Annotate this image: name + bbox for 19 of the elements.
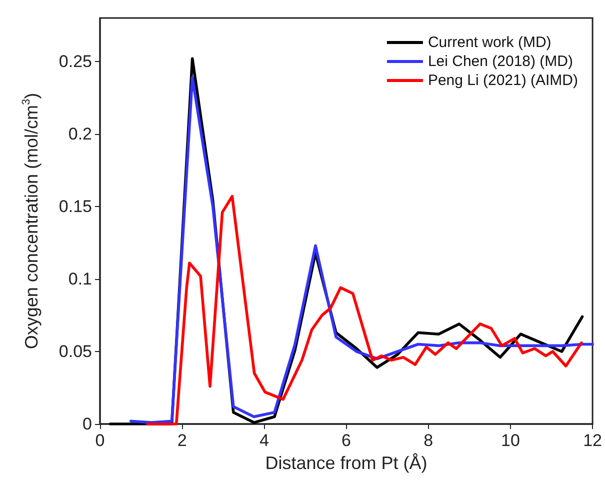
x-tick-label: 4: [259, 431, 269, 450]
x-tick-label: 12: [583, 431, 602, 450]
y-tick-label: 0.25: [58, 52, 92, 71]
y-tick-label: 0.05: [58, 342, 92, 361]
x-tick-label: 6: [342, 431, 352, 450]
y-tick-label: 0: [82, 414, 92, 434]
legend-label: Lei Chen (2018) (MD): [428, 53, 574, 70]
legend-label: Peng Li (2021) (AIMD): [428, 72, 578, 89]
y-axis-title: Oxygen concentration (mol/cm3): [20, 92, 42, 350]
x-axis-title: Distance from Pt (Å): [265, 452, 428, 473]
y-tick-label: 0.1: [68, 270, 92, 288]
y-tick-label: 0.15: [58, 197, 92, 216]
x-tick-label: 8: [424, 431, 434, 450]
x-tick-label: 2: [177, 431, 187, 450]
x-tick-label: 10: [500, 431, 520, 450]
y-tick-label: 0.2: [68, 124, 92, 144]
legend-label: Current work (MD): [428, 34, 552, 51]
line-series: [146, 194, 583, 426]
x-tick-label: 0: [95, 431, 105, 450]
